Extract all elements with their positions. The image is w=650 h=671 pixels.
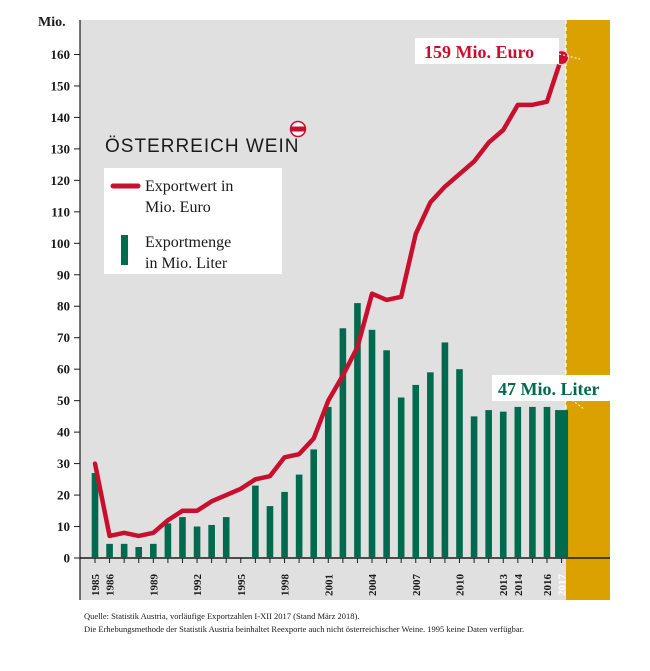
bar-2004 xyxy=(368,329,376,558)
chart: 0 10 20 30 40 50 60 70 80 90 100 110 120 130 140 150 160… xyxy=(38,15,620,600)
bar-2007 xyxy=(412,384,420,558)
y-tick-label: 30 xyxy=(57,456,70,471)
y-tick-label: 40 xyxy=(57,425,70,440)
legend-label-volume-1: Exportmenge xyxy=(145,234,231,251)
bar-2006 xyxy=(397,397,405,558)
bar-1987 xyxy=(120,543,128,558)
x-tick-label: 2013 xyxy=(498,574,510,597)
legend: Exportwert in Mio. Euro Exportmenge in M… xyxy=(104,168,282,274)
bar-1989 xyxy=(150,543,157,558)
bar-2012 xyxy=(485,410,492,558)
bar-2013 xyxy=(499,411,507,558)
y-tick-label: 10 xyxy=(57,519,70,534)
bar-2005 xyxy=(383,350,390,558)
bar-1985 xyxy=(91,473,99,558)
x-tick-label: 2017 xyxy=(557,574,569,597)
bar-2001 xyxy=(324,406,332,558)
y-tick-label: 110 xyxy=(51,204,70,219)
bar-2010 xyxy=(456,369,463,558)
bar-1992 xyxy=(193,526,201,558)
bar-1990 xyxy=(164,523,172,558)
callout-value-text: 159 Mio. Euro xyxy=(424,42,534,62)
x-tick-label: 1989 xyxy=(148,574,160,597)
bar-2014 xyxy=(514,406,522,558)
y-tick-label: 60 xyxy=(57,362,70,377)
bar-2000 xyxy=(310,449,317,558)
callout-volume-2017: 47 Mio. Liter xyxy=(492,375,620,410)
methodology-note: Die Erhebungsmethode der Statistik Austr… xyxy=(84,624,525,634)
y-unit-label: Mio. xyxy=(38,15,66,30)
brand-logo: ÖSTERREICH WEIN xyxy=(105,120,307,157)
bar-1991 xyxy=(179,517,186,558)
y-tick-label: 120 xyxy=(51,173,71,188)
legend-label-value-2: Mio. Euro xyxy=(145,199,211,216)
bar-2009 xyxy=(441,342,449,558)
bar-2015 xyxy=(529,406,536,558)
x-tick-label: 1992 xyxy=(192,574,204,597)
bar-1994 xyxy=(222,517,230,558)
y-tick-label: 140 xyxy=(51,110,71,125)
y-tick-label: 90 xyxy=(57,267,70,282)
bar-2017 xyxy=(555,410,569,558)
y-axis: 0 10 20 30 40 50 60 70 80 90 100 110 120 130 140 150 160 xyxy=(51,20,81,600)
x-tick-label: 1995 xyxy=(236,574,248,597)
bar-1998 xyxy=(281,491,288,558)
x-tick-label: 1985 xyxy=(90,574,102,597)
legend-label-value-1: Exportwert in xyxy=(145,178,233,195)
bar-2008 xyxy=(427,372,434,558)
x-tick-label: 1986 xyxy=(105,574,117,597)
y-tick-label: 50 xyxy=(57,393,70,408)
x-tick-label: 1998 xyxy=(280,574,292,597)
y-tick-label: 0 xyxy=(64,551,71,566)
bar-1988 xyxy=(135,546,143,558)
bar-2002 xyxy=(339,328,347,558)
austria-flag-icon xyxy=(289,120,307,138)
x-tick-label: 2016 xyxy=(542,574,554,597)
x-tick-label: 2001 xyxy=(323,574,335,596)
y-tick-label: 70 xyxy=(57,330,70,345)
callout-value-leader xyxy=(558,53,581,60)
highlight-2017-band xyxy=(566,20,610,600)
callout-value-2017: 159 Mio. Euro xyxy=(415,38,581,64)
value-line xyxy=(92,55,564,539)
bar-1993 xyxy=(208,524,215,558)
callout-volume-leader xyxy=(571,399,585,410)
callout-value-box xyxy=(415,38,559,64)
y-tick-label: 160 xyxy=(51,47,71,62)
bar-1999 xyxy=(295,474,303,558)
callout-volume-box xyxy=(492,375,620,401)
bar-2016 xyxy=(543,406,551,558)
y-tick-label: 80 xyxy=(57,299,70,314)
x-tick-label: 2014 xyxy=(513,574,525,597)
bar-2011 xyxy=(470,416,478,558)
y-tick-label: 20 xyxy=(57,488,70,503)
bar-2003 xyxy=(354,303,361,558)
x-tick-label: 2004 xyxy=(367,574,379,597)
bar-series xyxy=(91,303,569,558)
bar-1996 xyxy=(252,485,259,558)
callout-volume-text: 47 Mio. Liter xyxy=(498,379,599,399)
x-tick-label: 2010 xyxy=(455,574,467,597)
y-tick-label: 130 xyxy=(51,141,71,156)
source-note: Quelle: Statistik Austria, vorläufige Ex… xyxy=(84,611,360,621)
brand-wordmark: ÖSTERREICH WEIN xyxy=(105,136,299,157)
y-tick-label: 150 xyxy=(51,78,71,93)
bar-1997 xyxy=(266,506,274,558)
legend-swatch-bar xyxy=(121,235,128,265)
x-tick-label: 2007 xyxy=(411,574,423,597)
bar-1986 xyxy=(106,543,113,558)
y-tick-label: 100 xyxy=(51,236,71,251)
legend-label-volume-2: in Mio. Liter xyxy=(145,255,228,272)
